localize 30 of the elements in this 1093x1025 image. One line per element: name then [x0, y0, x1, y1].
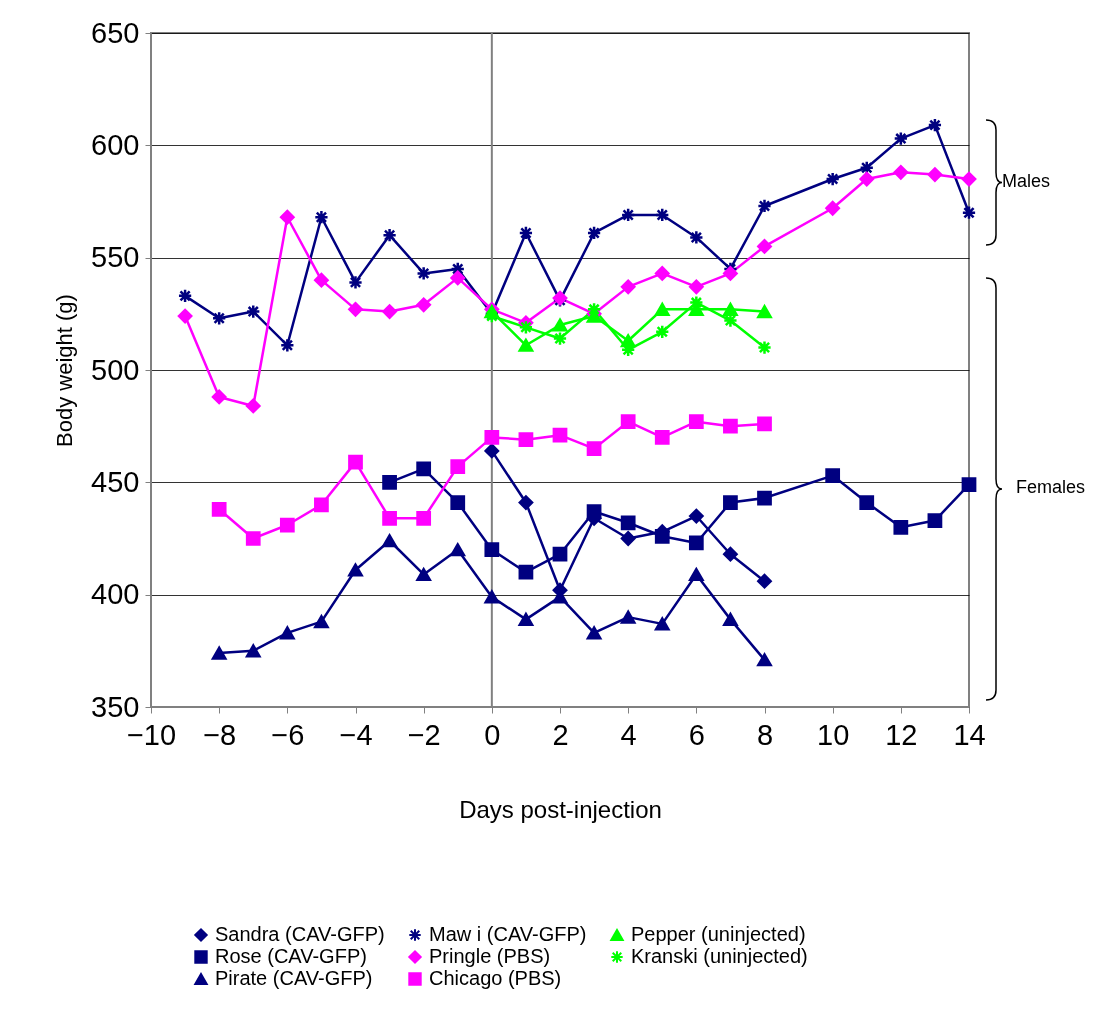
x-tick-label: 14: [953, 718, 986, 751]
x-axis-title: Days post-injection: [459, 795, 662, 823]
x-tick-label: −4: [339, 718, 373, 751]
x-tick-label: 4: [620, 718, 637, 751]
legend-label: Pirate (CAV-GFP): [215, 967, 373, 989]
legend-label: Pepper (uninjected): [631, 923, 806, 945]
x-tick-label: 2: [552, 718, 569, 751]
x-tick-label: 8: [756, 718, 774, 751]
x-tick-label: −6: [271, 718, 305, 751]
x-tick-label: −8: [203, 718, 237, 751]
text: Females: [1016, 477, 1086, 498]
x-tick-label: 10: [817, 718, 850, 751]
legend-label: Pringle (PBS): [429, 945, 551, 967]
y-axis-title: Body weight (g): [52, 294, 78, 447]
y-tick-label: 550: [91, 241, 140, 274]
legend-label: Sandra (CAV-GFP): [215, 923, 385, 945]
x-tick-label: 6: [688, 718, 705, 751]
x-tick-label: 12: [885, 718, 918, 751]
y-tick-label: 450: [91, 465, 140, 498]
legend-label: Maw i (CAV-GFP): [429, 923, 587, 945]
y-tick-label: 600: [91, 128, 140, 161]
text: Males: [1002, 170, 1051, 192]
x-tick-label: 0: [484, 718, 501, 751]
legend-label: Rose (CAV-GFP): [215, 945, 367, 967]
legend-label: Kranski (uninjected): [631, 945, 808, 967]
x-tick-label: −2: [407, 718, 441, 751]
y-tick-label: 500: [91, 353, 140, 386]
y-tick-label: 650: [91, 16, 140, 49]
legend-label: Chicago (PBS): [429, 967, 562, 989]
y-tick-label: 400: [91, 578, 140, 611]
